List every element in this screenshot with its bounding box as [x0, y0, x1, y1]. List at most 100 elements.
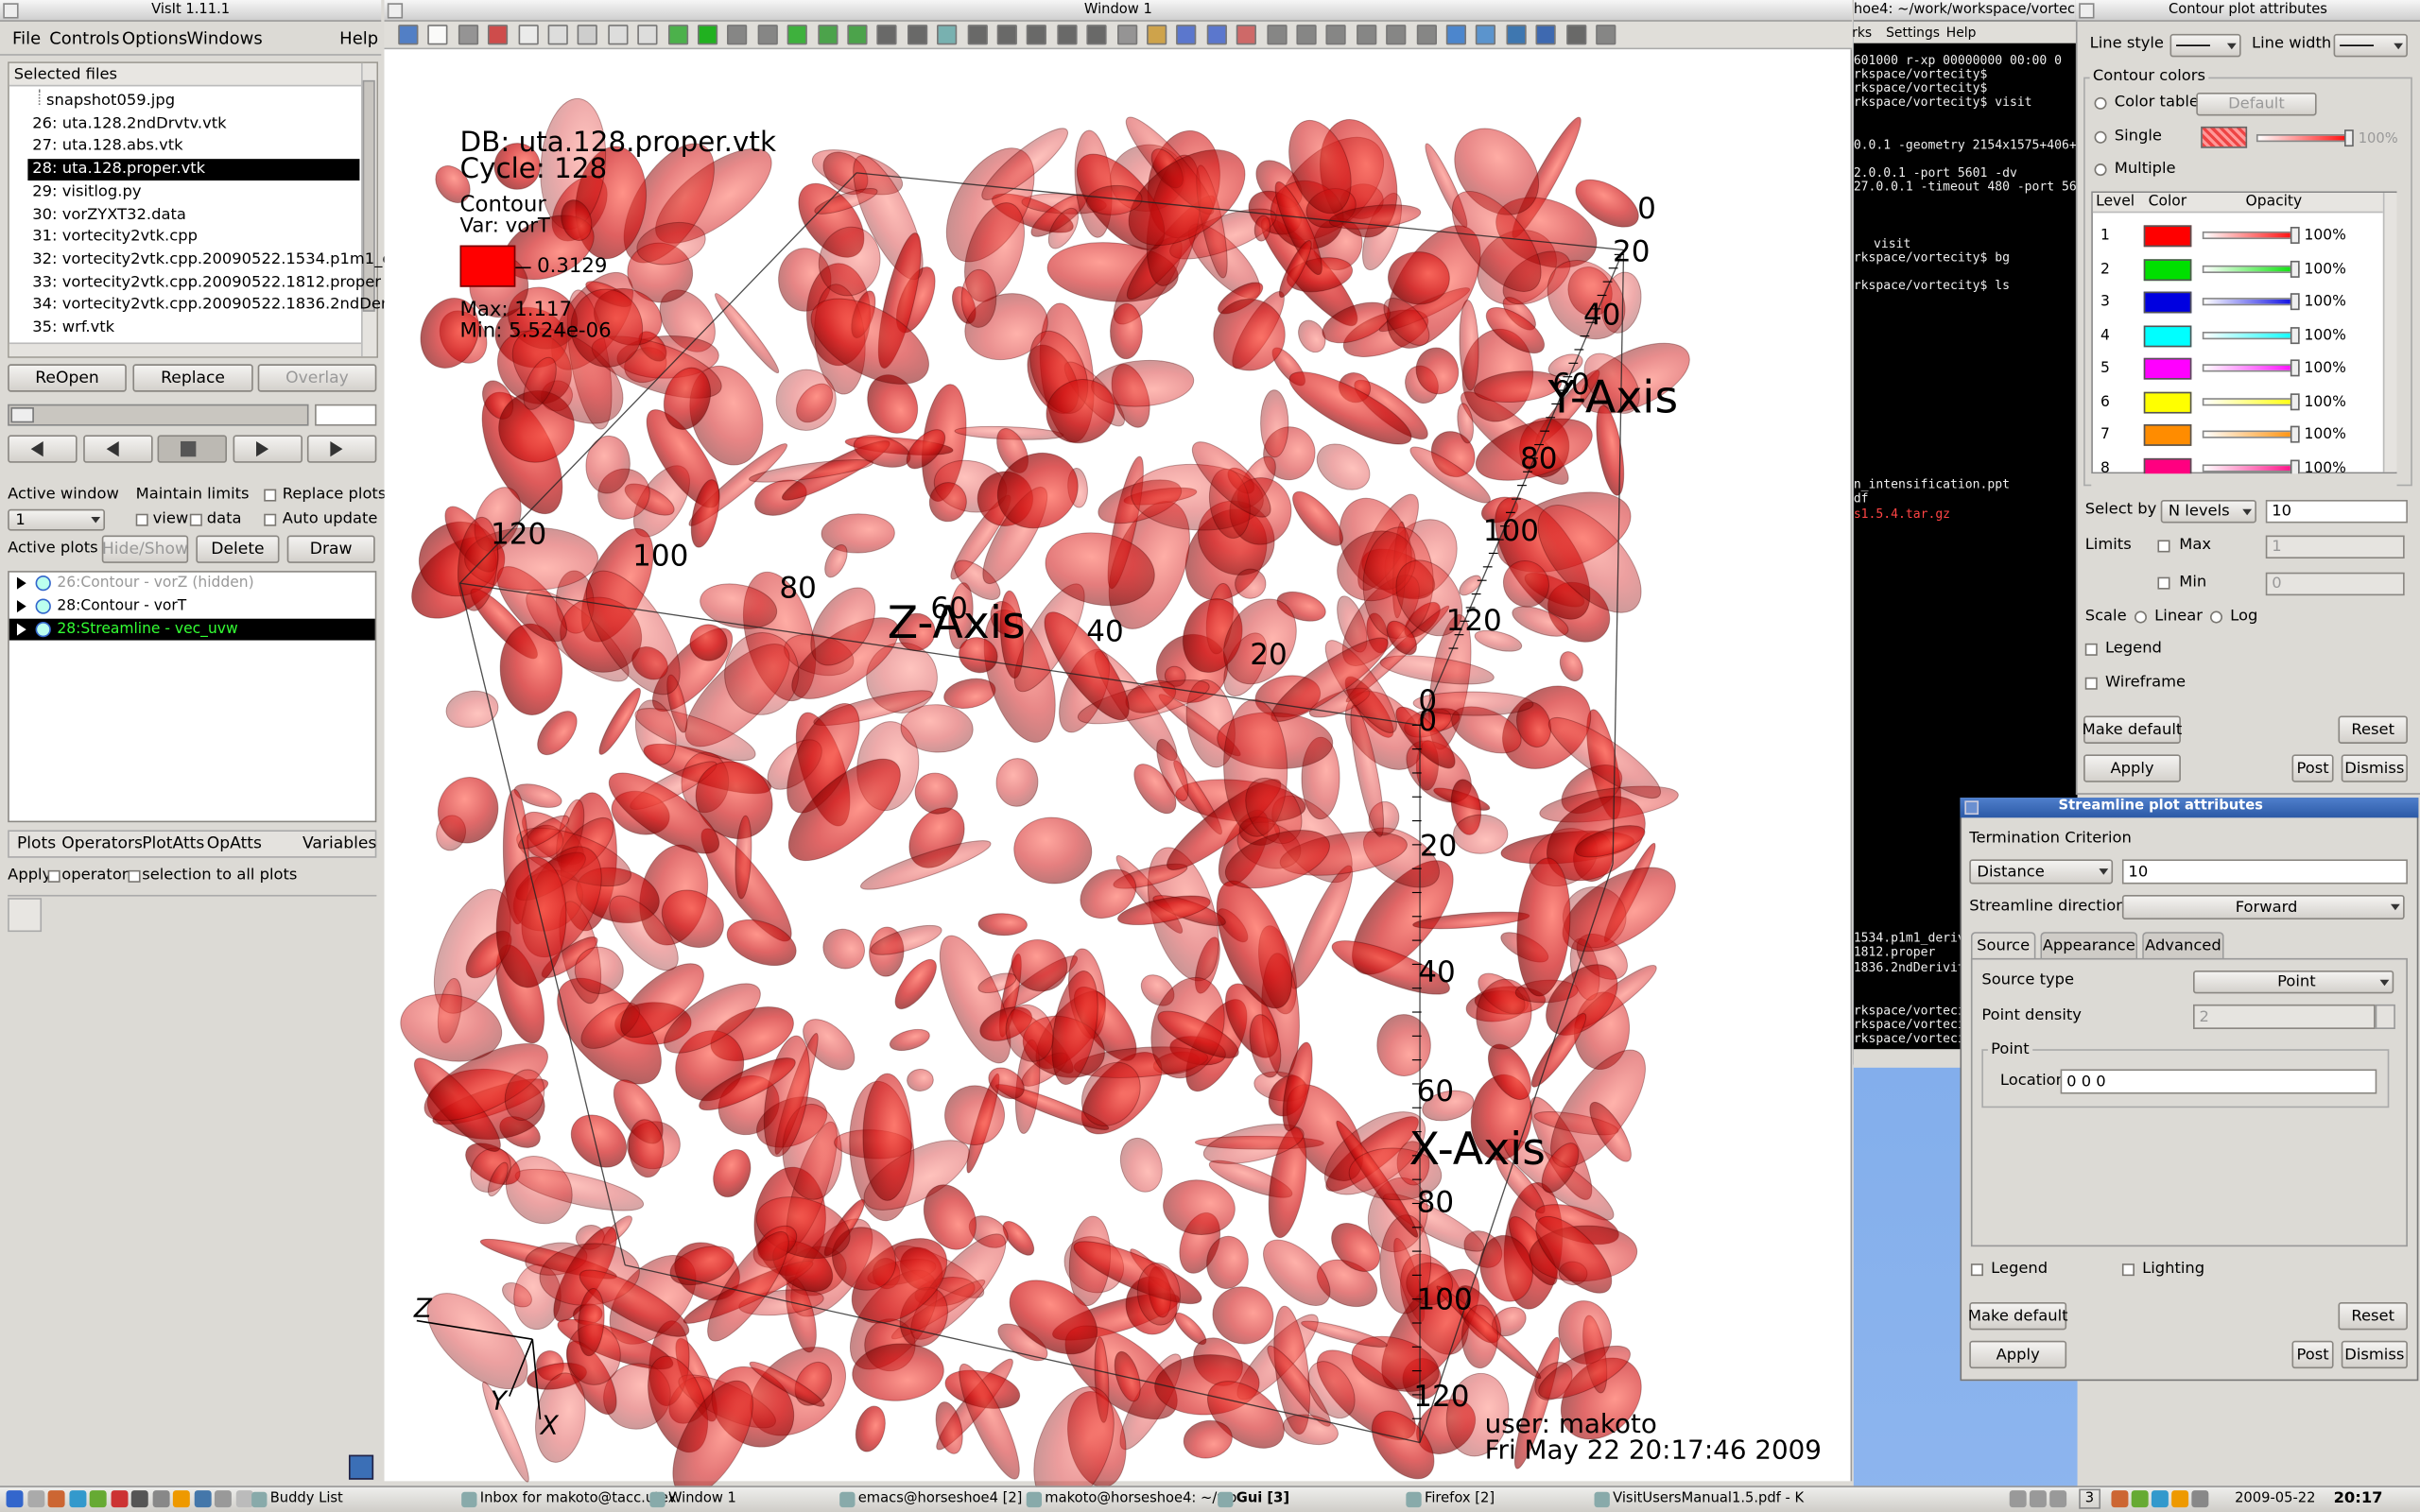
dialog-button[interactable]: Reset: [2338, 715, 2408, 744]
toolbar-button[interactable]: [1116, 25, 1137, 45]
level-opacity-slider[interactable]: [2202, 364, 2300, 372]
level-color-swatch[interactable]: [2143, 225, 2192, 248]
active-window-combo[interactable]: 1: [8, 508, 106, 531]
time-field[interactable]: [315, 404, 377, 426]
toolbar-button[interactable]: [847, 25, 868, 45]
n-levels-field[interactable]: 10: [2265, 499, 2408, 524]
plot-item[interactable]: 26:Contour - vorZ (hidden): [57, 574, 254, 592]
toolbar-button[interactable]: [1176, 25, 1197, 45]
menu-tab[interactable]: Plots: [16, 833, 57, 853]
time-slider-handle[interactable]: [10, 407, 34, 423]
file-item[interactable]: 26: uta.128.2ndDrvtv.vtk: [32, 114, 227, 132]
single-color-swatch[interactable]: [2201, 126, 2248, 148]
toolbar-button[interactable]: [786, 25, 808, 45]
toolbar-button[interactable]: [757, 25, 778, 45]
terminal-menu-item[interactable]: Help: [1945, 26, 1977, 42]
toolbar-button[interactable]: [697, 25, 718, 45]
toolbar-button[interactable]: [1476, 25, 1496, 45]
taskbar-item[interactable]: makoto@horseshoe4: ~/wo: [1045, 1490, 1237, 1507]
log-radio[interactable]: [2209, 610, 2223, 624]
tray-icon[interactable]: [2151, 1490, 2169, 1508]
file-item[interactable]: 31: vortecity2vtk.cpp: [32, 228, 198, 246]
level-opacity-slider[interactable]: [2202, 331, 2300, 339]
multiple-radio[interactable]: [2094, 163, 2107, 177]
launcher-icon[interactable]: [214, 1490, 232, 1508]
color-table-radio[interactable]: [2094, 96, 2107, 110]
file-item[interactable]: 30: vorZYXT32.data: [32, 205, 186, 223]
file-item[interactable]: 27: uta.128.abs.vtk: [32, 137, 183, 155]
point-density-spin[interactable]: [2375, 1004, 2395, 1029]
toolbar-button[interactable]: [517, 25, 539, 45]
launcher-icon[interactable]: [151, 1490, 169, 1508]
tray-icon[interactable]: [2029, 1490, 2047, 1508]
dialog-button[interactable]: Post: [2291, 754, 2334, 782]
toolbar-button[interactable]: [637, 25, 658, 45]
terminal-menu-item[interactable]: Settings: [1886, 26, 1941, 42]
menu-tab[interactable]: PlotAtts: [142, 833, 205, 853]
attribute-tab[interactable]: Advanced: [2142, 932, 2224, 960]
toolbar-button[interactable]: [1386, 25, 1407, 45]
menu-tab[interactable]: Operators: [61, 833, 143, 853]
toolbar-button[interactable]: [607, 25, 629, 45]
single-opacity-slider[interactable]: [2256, 134, 2354, 143]
termination-combo[interactable]: Distance: [1969, 859, 2114, 885]
min-checkbox[interactable]: [2157, 576, 2170, 590]
terminal-menu-item[interactable]: rks: [1852, 26, 1873, 42]
taskbar-item[interactable]: Buddy List: [269, 1490, 343, 1507]
apply-selection-checkbox[interactable]: [128, 869, 141, 883]
dialog-button[interactable]: Make default: [2083, 715, 2182, 744]
tray-icon[interactable]: [2191, 1490, 2209, 1508]
lighting-checkbox[interactable]: [2121, 1263, 2135, 1277]
file-item[interactable]: 35: wrf.vtk: [32, 318, 115, 336]
termination-field[interactable]: 10: [2121, 859, 2408, 885]
toolbar-button[interactable]: [817, 25, 838, 45]
level-opacity-slider[interactable]: [2202, 463, 2300, 472]
level-color-swatch[interactable]: [2143, 324, 2192, 347]
max-checkbox[interactable]: [2157, 540, 2170, 553]
point-density-field[interactable]: 2: [2193, 1004, 2376, 1029]
toolbar-button[interactable]: [727, 25, 748, 45]
plot-button[interactable]: Hide/Show: [101, 535, 189, 563]
file-item[interactable]: 32: vortecity2vtk.cpp.20090522.1534.p1m1…: [32, 250, 422, 268]
file-item[interactable]: snapshot059.jpg: [45, 92, 176, 110]
dialog-button[interactable]: Post: [2291, 1340, 2334, 1369]
level-color-swatch[interactable]: [2143, 390, 2192, 413]
launcher-icon[interactable]: [130, 1490, 148, 1508]
dialog-button[interactable]: Reset: [2338, 1301, 2408, 1331]
app-icon[interactable]: [348, 1454, 374, 1480]
launcher-icon[interactable]: [193, 1490, 211, 1508]
file-item[interactable]: 34: vortecity2vtk.cpp.20090522.1836.2ndD…: [32, 296, 424, 314]
toolbar-button[interactable]: [996, 25, 1017, 45]
toolbar-button[interactable]: [547, 25, 568, 45]
direction-combo[interactable]: Forward: [2121, 894, 2405, 920]
toolbar-button[interactable]: [1506, 25, 1527, 45]
dialog-button[interactable]: Dismiss: [2341, 754, 2408, 782]
plot-button[interactable]: Draw: [286, 535, 375, 563]
tray-icon[interactable]: [2049, 1490, 2067, 1508]
toolbar-button[interactable]: [1296, 25, 1317, 45]
plot-button[interactable]: Delete: [196, 535, 280, 563]
streamline-legend-checkbox[interactable]: [1970, 1263, 1983, 1277]
menu-tab[interactable]: Variables: [302, 833, 377, 853]
toolbar-button[interactable]: [1416, 25, 1437, 45]
toolbar-button[interactable]: [1445, 25, 1467, 45]
view-checkbox[interactable]: [135, 513, 148, 526]
file-item[interactable]: 28: uta.128.proper.vtk: [32, 160, 206, 178]
level-opacity-slider[interactable]: [2202, 397, 2300, 405]
toolbar-button[interactable]: [488, 25, 509, 45]
file-item[interactable]: 29: visitlog.py: [32, 182, 142, 200]
launcher-icon[interactable]: [234, 1490, 252, 1508]
toolbar-button[interactable]: [937, 25, 958, 45]
attribute-tab[interactable]: Appearance: [2040, 932, 2138, 960]
data-checkbox[interactable]: [189, 513, 202, 526]
toolbar-button[interactable]: [1266, 25, 1287, 45]
playback-button[interactable]: [82, 435, 152, 463]
file-button[interactable]: Replace: [132, 364, 253, 392]
toolbar-button[interactable]: [1565, 25, 1586, 45]
taskbar-item[interactable]: VisitUsersManual1.5.pdf - K: [1613, 1490, 1805, 1507]
tray-icon[interactable]: [2009, 1490, 2027, 1508]
menu-item[interactable]: Windows: [186, 28, 263, 49]
toolbar-button[interactable]: [907, 25, 927, 45]
file-button[interactable]: Overlay: [257, 364, 377, 392]
toolbar-button[interactable]: [1535, 25, 1557, 45]
